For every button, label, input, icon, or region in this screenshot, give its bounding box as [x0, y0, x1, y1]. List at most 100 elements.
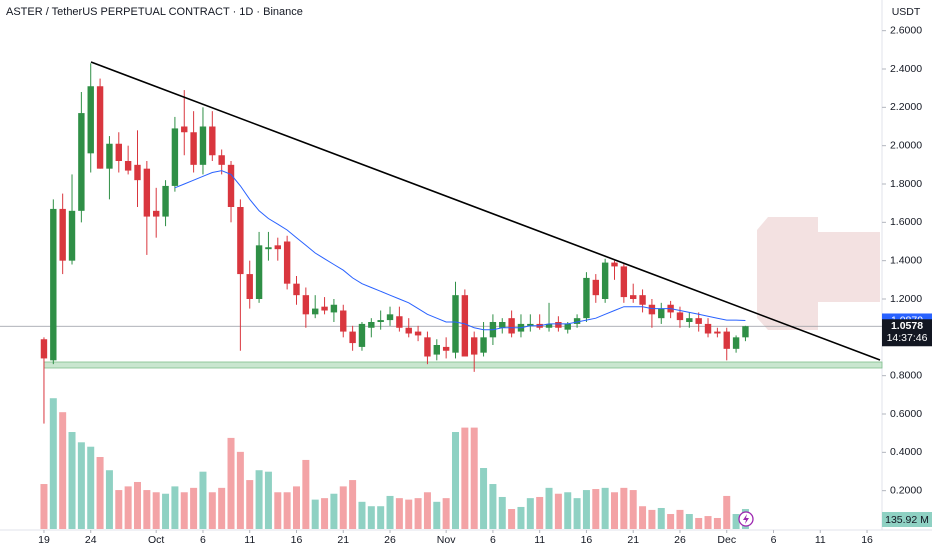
candle-body: [162, 185, 169, 217]
candle-body: [620, 266, 628, 298]
price-tag: [882, 319, 932, 347]
x-tick-label: 19: [38, 534, 50, 546]
volume-bar: [620, 487, 628, 529]
volume-bar: [461, 427, 469, 529]
candle-body: [246, 274, 253, 299]
volume-bar: [283, 492, 291, 529]
candle-body: [199, 126, 207, 165]
volume-bar: [77, 442, 85, 529]
volume-bar: [349, 480, 357, 529]
volume-bar: [87, 446, 95, 529]
volume-tag-label: 135.92 M: [885, 514, 929, 526]
candle-body: [330, 304, 338, 313]
candle-body: [152, 210, 160, 217]
volume-bar: [517, 506, 525, 529]
volume-bar: [339, 486, 347, 529]
volume-bar: [414, 498, 422, 529]
volume-bar: [49, 398, 57, 529]
candle-body: [732, 337, 740, 349]
x-tick-label: 16: [291, 534, 303, 546]
volume-bar: [601, 487, 609, 529]
y-tick-label: 1.2000: [890, 293, 922, 305]
candle-body: [714, 331, 721, 334]
candle-body: [283, 241, 291, 284]
volume-bar: [208, 492, 216, 529]
candle-body: [209, 126, 216, 156]
x-tick-label: 16: [861, 534, 873, 546]
x-tick-label: 24: [85, 534, 97, 546]
candle-body: [405, 327, 412, 334]
x-tick-label: Dec: [717, 534, 736, 546]
volume-bar: [152, 492, 160, 529]
volume-bar: [311, 499, 319, 529]
volume-bar: [180, 492, 188, 529]
volume-bar: [695, 517, 703, 529]
volume-bar: [582, 490, 590, 529]
volume-bar: [59, 412, 67, 529]
x-tick-label: 11: [534, 534, 545, 546]
x-tick-label: 21: [337, 534, 349, 546]
candle-body: [704, 323, 712, 334]
candle-body: [433, 345, 440, 355]
candle-body: [545, 323, 553, 328]
candle-body: [442, 346, 450, 351]
candle-body: [237, 207, 244, 275]
x-tick-label: 11: [244, 534, 255, 546]
candle-body: [78, 113, 85, 211]
candle-body: [630, 295, 637, 299]
x-tick-label: 6: [490, 534, 496, 546]
volume-bar: [470, 427, 478, 529]
volume-bar: [713, 517, 721, 529]
candle-body: [527, 323, 534, 326]
x-tick-label: 26: [674, 534, 686, 546]
volume-bar: [723, 495, 731, 529]
candle-body: [134, 164, 141, 181]
candle-body: [218, 155, 225, 165]
y-tick-label: 2.6000: [890, 24, 922, 36]
volume-bar: [133, 481, 141, 529]
volume-bar: [451, 432, 459, 529]
candle-body: [658, 308, 665, 319]
candle-body: [414, 331, 422, 336]
chart-title: ASTER / TetherUS PERPETUAL CONTRACT · 1D…: [6, 6, 303, 18]
x-tick-label: 26: [384, 534, 396, 546]
currency: USDT: [892, 6, 921, 18]
candle-body: [611, 262, 618, 267]
candle-body: [686, 318, 693, 322]
volume-bar: [611, 492, 619, 529]
countdown: 14:37:46: [887, 332, 928, 344]
volume-bar: [40, 484, 48, 529]
candle-body: [171, 128, 179, 186]
candle-body: [50, 208, 57, 361]
volume-bar: [68, 432, 76, 529]
volume-bar: [433, 501, 441, 529]
volume-bar: [732, 514, 740, 529]
price-tag-label: 1.0578: [891, 320, 923, 332]
candle-body: [40, 339, 48, 359]
x-tick-label: 21: [627, 534, 639, 546]
volume-bar: [292, 486, 300, 529]
candle-body: [190, 132, 197, 165]
candle-body: [349, 331, 356, 344]
volume-bar: [330, 493, 338, 529]
candle-body: [274, 245, 281, 250]
y-tick-label: 2.0000: [890, 139, 922, 151]
candle-body: [564, 323, 571, 330]
y-tick-label: 1.6000: [890, 216, 922, 228]
volume-bar: [526, 498, 534, 529]
volume-bar: [218, 487, 226, 529]
candle-body: [424, 337, 431, 357]
volume-bar: [199, 471, 207, 529]
volume-bar: [143, 490, 151, 529]
volume-bar: [508, 509, 516, 529]
candle-body: [181, 126, 188, 133]
candle-body: [106, 143, 113, 169]
volume-bar: [246, 480, 254, 529]
candle-body: [68, 210, 76, 261]
volume-bar: [629, 490, 637, 529]
volume-bar: [367, 506, 375, 529]
trend-line: [90, 61, 881, 361]
candle-body: [386, 314, 394, 321]
candle-body: [452, 295, 459, 353]
x-tick-label: Nov: [437, 534, 456, 546]
